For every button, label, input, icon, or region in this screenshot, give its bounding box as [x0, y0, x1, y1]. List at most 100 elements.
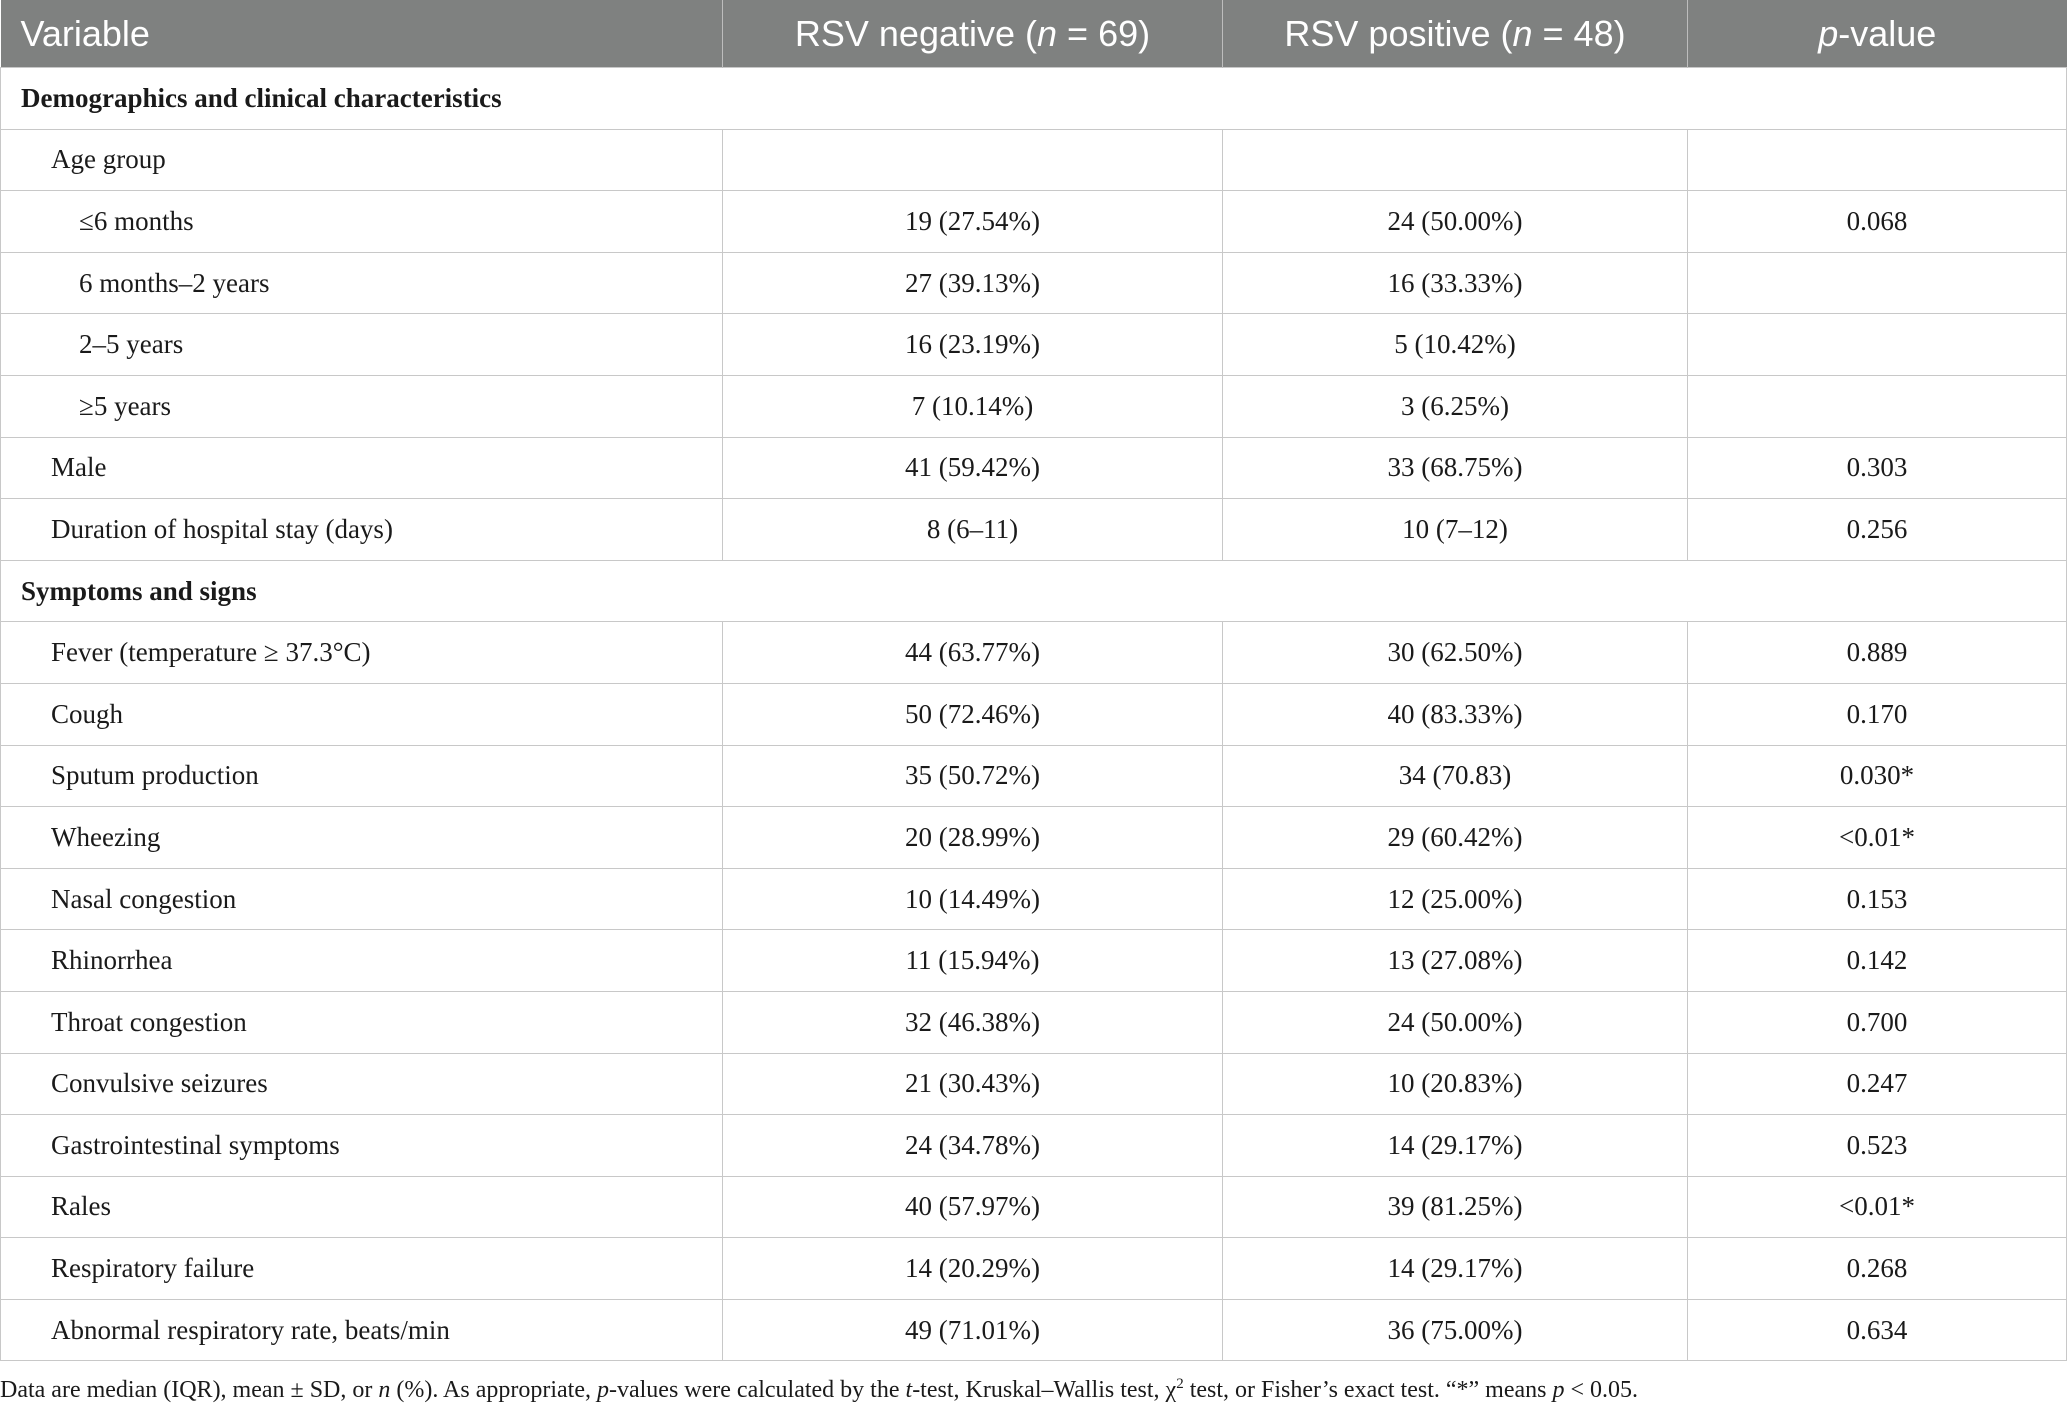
header-p-italic: p — [1818, 12, 1839, 54]
cell-p-value — [1687, 374, 2067, 438]
row-label: ≥5 years — [0, 374, 723, 438]
header-variable: Variable — [0, 0, 723, 68]
cell-rsv-positive: 10 (7–12) — [1222, 498, 1688, 561]
row-label: 2–5 years — [0, 313, 723, 376]
cell-p-value: 0.068 — [1687, 190, 2067, 253]
row-label: Fever (temperature ≥ 37.3°C) — [0, 621, 723, 684]
table-row: Wheezing 20 (28.99%) 29 (60.42%) <0.01* — [0, 806, 2067, 869]
cell-rsv-negative — [722, 128, 1223, 192]
header-rsv-positive: RSV positive (n = 48) — [1222, 0, 1688, 68]
section-title-symptoms: Symptoms and signs — [0, 559, 2067, 623]
row-label: Abnormal respiratory rate, beats/min — [0, 1298, 723, 1362]
table-row: Nasal congestion 10 (14.49%) 12 (25.00%)… — [0, 867, 2067, 931]
row-label: Nasal congestion — [0, 867, 723, 931]
cell-p-value — [1687, 251, 2067, 315]
footnote-text: (%). As appropriate, — [390, 1377, 597, 1403]
table-row: 2–5 years 16 (23.19%) 5 (10.42%) — [0, 313, 2067, 376]
cell-p-value: <0.01* — [1687, 1175, 2067, 1239]
row-label: Rhinorrhea — [0, 929, 723, 992]
row-label: Respiratory failure — [0, 1237, 723, 1300]
cell-rsv-negative: 21 (30.43%) — [722, 1052, 1223, 1116]
cell-p-value: 0.700 — [1687, 990, 2067, 1054]
row-label: Throat congestion — [0, 990, 723, 1054]
cell-p-value: 0.256 — [1687, 498, 2067, 561]
cell-rsv-positive: 12 (25.00%) — [1222, 867, 1688, 931]
cell-p-value: <0.01* — [1687, 806, 2067, 869]
footnote-text: -values were calculated by the — [608, 1377, 906, 1403]
cell-rsv-negative: 11 (15.94%) — [722, 929, 1223, 992]
table-row: Rales 40 (57.97%) 39 (81.25%) <0.01* — [0, 1175, 2067, 1239]
cell-rsv-positive: 5 (10.42%) — [1222, 313, 1688, 376]
row-label: Male — [0, 436, 723, 500]
header-rsv-positive-post: = 48) — [1532, 12, 1626, 54]
header-p-value: p-value — [1687, 0, 2067, 68]
footnote-text: Data are median (IQR), mean ± SD, or — [0, 1377, 379, 1403]
cell-p-value: 0.634 — [1687, 1298, 2067, 1362]
cell-rsv-negative: 8 (6–11) — [722, 498, 1223, 561]
footnote-text: -test, Kruskal–Wallis test, χ — [912, 1377, 1177, 1403]
row-label: Rales — [0, 1175, 723, 1239]
table-row: Fever (temperature ≥ 37.3°C) 44 (63.77%)… — [0, 621, 2067, 684]
table-container: Variable RSV negative (n = 69) RSV posit… — [0, 0, 2067, 1362]
cell-rsv-positive: 10 (20.83%) — [1222, 1052, 1688, 1116]
table-row: Respiratory failure 14 (20.29%) 14 (29.1… — [0, 1237, 2067, 1300]
table-row: Cough 50 (72.46%) 40 (83.33%) 0.170 — [0, 682, 2067, 746]
row-label: ≤6 months — [0, 190, 723, 253]
row-label: Cough — [0, 682, 723, 746]
section-title-demographics: Demographics and clinical characteristic… — [0, 67, 2067, 130]
cell-p-value: 0.268 — [1687, 1237, 2067, 1300]
footnote-italic-p: p — [596, 1377, 609, 1403]
cell-rsv-positive: 36 (75.00%) — [1222, 1298, 1688, 1362]
cell-rsv-positive: 34 (70.83) — [1222, 744, 1688, 808]
table-row: Sputum production 35 (50.72%) 34 (70.83)… — [0, 744, 2067, 808]
cell-rsv-negative: 14 (20.29%) — [722, 1237, 1223, 1300]
section-row-symptoms: Symptoms and signs — [0, 559, 2067, 623]
cell-p-value: 0.889 — [1687, 621, 2067, 684]
cell-rsv-positive: 24 (50.00%) — [1222, 190, 1688, 253]
cell-rsv-negative: 20 (28.99%) — [722, 806, 1223, 869]
header-rsv-negative-n: n — [1037, 12, 1058, 54]
header-rsv-positive-pre: RSV positive ( — [1284, 12, 1513, 54]
cell-rsv-negative: 24 (34.78%) — [722, 1114, 1223, 1177]
cell-p-value: 0.030* — [1687, 744, 2067, 808]
cell-rsv-positive: 24 (50.00%) — [1222, 990, 1688, 1054]
table-row: Male 41 (59.42%) 33 (68.75%) 0.303 — [0, 436, 2067, 500]
cell-rsv-positive: 14 (29.17%) — [1222, 1114, 1688, 1177]
cell-rsv-negative: 27 (39.13%) — [722, 251, 1223, 315]
cell-rsv-negative: 44 (63.77%) — [722, 621, 1223, 684]
row-label: Convulsive seizures — [0, 1052, 723, 1116]
section-row-demographics: Demographics and clinical characteristic… — [0, 67, 2067, 130]
cell-p-value — [1687, 313, 2067, 376]
table-row: ≥5 years 7 (10.14%) 3 (6.25%) — [0, 374, 2067, 438]
header-rsv-negative: RSV negative (n = 69) — [722, 0, 1223, 68]
footnote-text: test, or Fisher’s exact test. “*” means — [1183, 1377, 1553, 1403]
table-row: Throat congestion 32 (46.38%) 24 (50.00%… — [0, 990, 2067, 1054]
row-label: Duration of hospital stay (days) — [0, 498, 723, 561]
footnote-italic-t: t — [905, 1377, 913, 1403]
table-row: Rhinorrhea 11 (15.94%) 13 (27.08%) 0.142 — [0, 929, 2067, 992]
table-row: Age group — [0, 128, 2067, 192]
cell-rsv-negative: 16 (23.19%) — [722, 313, 1223, 376]
cell-rsv-positive: 14 (29.17%) — [1222, 1237, 1688, 1300]
footnote-italic-n: n — [378, 1377, 391, 1403]
table-row: Convulsive seizures 21 (30.43%) 10 (20.8… — [0, 1052, 2067, 1116]
cell-p-value: 0.170 — [1687, 682, 2067, 746]
cell-rsv-negative: 19 (27.54%) — [722, 190, 1223, 253]
cell-rsv-positive: 29 (60.42%) — [1222, 806, 1688, 869]
header-row: Variable RSV negative (n = 69) RSV posit… — [0, 0, 2067, 68]
table-row: Gastrointestinal symptoms 24 (34.78%) 14… — [0, 1114, 2067, 1177]
header-p-rest: -value — [1838, 12, 1937, 54]
cell-rsv-negative: 7 (10.14%) — [722, 374, 1223, 438]
cell-p-value: 0.247 — [1687, 1052, 2067, 1116]
cell-p-value: 0.142 — [1687, 929, 2067, 992]
cell-rsv-positive: 33 (68.75%) — [1222, 436, 1688, 500]
table-row: 6 months–2 years 27 (39.13%) 16 (33.33%) — [0, 251, 2067, 315]
cell-rsv-positive: 3 (6.25%) — [1222, 374, 1688, 438]
cell-rsv-positive: 39 (81.25%) — [1222, 1175, 1688, 1239]
footnote-text: < 0.05. — [1564, 1377, 1639, 1403]
table-row: ≤6 months 19 (27.54%) 24 (50.00%) 0.068 — [0, 190, 2067, 253]
table-row: Duration of hospital stay (days) 8 (6–11… — [0, 498, 2067, 561]
cell-rsv-negative: 35 (50.72%) — [722, 744, 1223, 808]
cell-rsv-positive: 16 (33.33%) — [1222, 251, 1688, 315]
cell-rsv-negative: 49 (71.01%) — [722, 1298, 1223, 1362]
